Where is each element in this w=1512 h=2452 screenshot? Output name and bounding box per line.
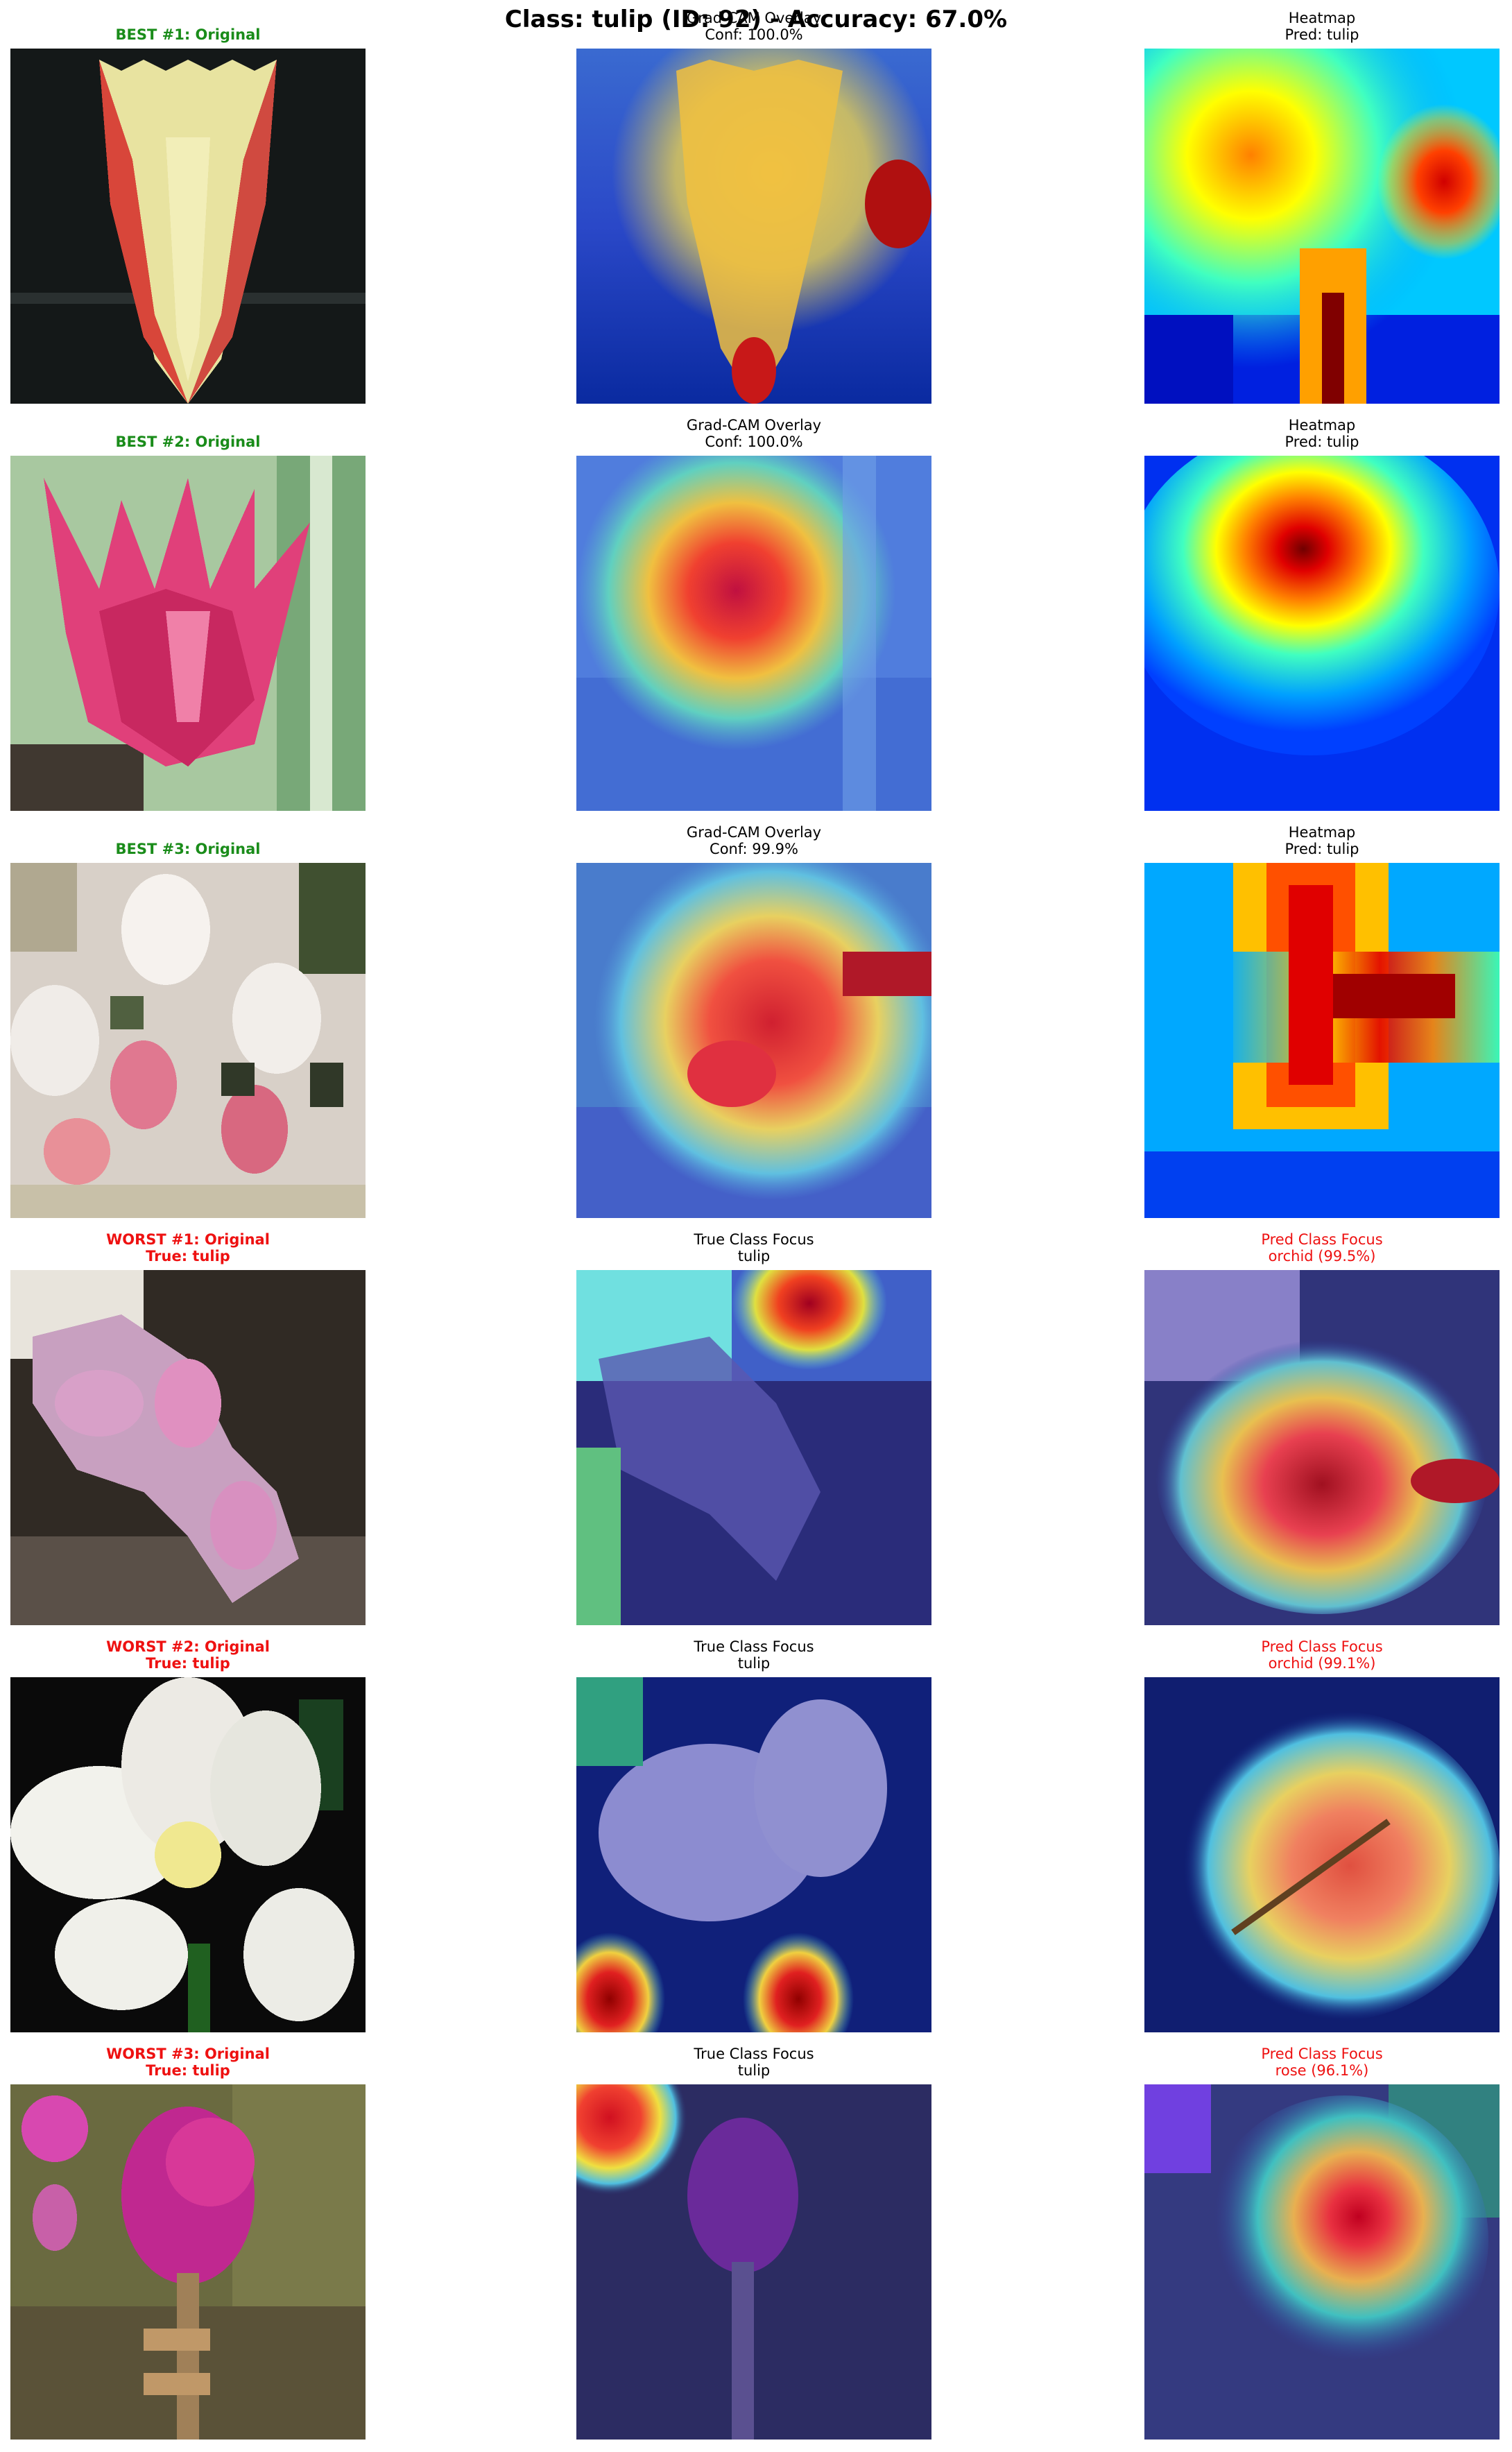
- row-6-original-true-label: True: tulip: [146, 2062, 230, 2079]
- row-6-true-focus-subtitle: tulip: [737, 2062, 771, 2079]
- row-1-overlay-subtitle: Conf: 100.0%: [705, 26, 803, 43]
- row-3-overlay-subtitle: Conf: 99.9%: [710, 841, 798, 857]
- row-1-original-caption: BEST #1: Original: [115, 26, 261, 43]
- row-4-pred-focus-title: Pred Class Focus: [1261, 1231, 1383, 1248]
- row-3-original-caption: BEST #3: Original: [115, 841, 261, 857]
- row-2-heatmap-title: Heatmap: [1288, 417, 1356, 434]
- row-5-true-focus-title: True Class Focus: [694, 1638, 814, 1655]
- row-5-true-focus-image: [576, 1677, 931, 2032]
- row-5-original-caption: WORST #2: Original: [106, 1638, 270, 1655]
- row-1-heatmap-image: [1144, 49, 1500, 404]
- row-4-original-image: [10, 1270, 366, 1625]
- row-6-true-focus-title: True Class Focus: [694, 2046, 814, 2062]
- row-3-original-image: [10, 863, 366, 1218]
- row-2-overlay-image: [576, 456, 931, 811]
- row-6-true-focus-image: [576, 2084, 931, 2440]
- row-3-overlay-image: [576, 863, 931, 1218]
- row-1-overlay-title: Grad-CAM Overlay: [686, 10, 822, 26]
- row-4-true-focus-title: True Class Focus: [694, 1231, 814, 1248]
- row-2-heatmap-subtitle: Pred: tulip: [1285, 434, 1359, 450]
- row-4-true-focus-subtitle: tulip: [737, 1248, 771, 1264]
- figure-title: Class: tulip (ID: 92) - Accuracy: 67.0%: [504, 6, 1008, 33]
- row-2-heatmap-image: [1144, 456, 1500, 811]
- row-2-original-image: [10, 456, 366, 811]
- row-5-original-true-label: True: tulip: [146, 1655, 230, 1672]
- row-2-overlay-title: Grad-CAM Overlay: [686, 417, 822, 434]
- row-4-true-focus-image: [576, 1270, 931, 1625]
- row-1-overlay-image: [576, 49, 931, 404]
- row-2-overlay-subtitle: Conf: 100.0%: [705, 434, 803, 450]
- row-5-original-image: [10, 1677, 366, 2032]
- row-1-heatmap-title: Heatmap: [1288, 10, 1356, 26]
- row-6-pred-focus-image: [1144, 2084, 1500, 2440]
- row-3-heatmap-title: Heatmap: [1288, 824, 1356, 841]
- row-3-heatmap-image: [1144, 863, 1500, 1218]
- row-3-overlay-title: Grad-CAM Overlay: [686, 824, 822, 841]
- row-5-pred-focus-subtitle: orchid (99.1%): [1268, 1655, 1376, 1672]
- row-4-pred-focus-subtitle: orchid (99.5%): [1268, 1248, 1376, 1264]
- row-4-original-caption: WORST #1: Original: [106, 1231, 270, 1248]
- row-6-original-caption: WORST #3: Original: [106, 2046, 270, 2062]
- row-6-pred-focus-title: Pred Class Focus: [1261, 2046, 1383, 2062]
- row-4-original-true-label: True: tulip: [146, 1248, 230, 1264]
- row-3-heatmap-subtitle: Pred: tulip: [1285, 841, 1359, 857]
- row-5-pred-focus-title: Pred Class Focus: [1261, 1638, 1383, 1655]
- row-1-original-image: [10, 49, 366, 404]
- row-6-pred-focus-subtitle: rose (96.1%): [1275, 2062, 1369, 2079]
- row-4-pred-focus-image: [1144, 1270, 1500, 1625]
- row-2-original-caption: BEST #2: Original: [115, 434, 261, 450]
- row-6-original-image: [10, 2084, 366, 2440]
- row-5-pred-focus-image: [1144, 1677, 1500, 2032]
- row-1-heatmap-subtitle: Pred: tulip: [1285, 26, 1359, 43]
- row-5-true-focus-subtitle: tulip: [737, 1655, 771, 1672]
